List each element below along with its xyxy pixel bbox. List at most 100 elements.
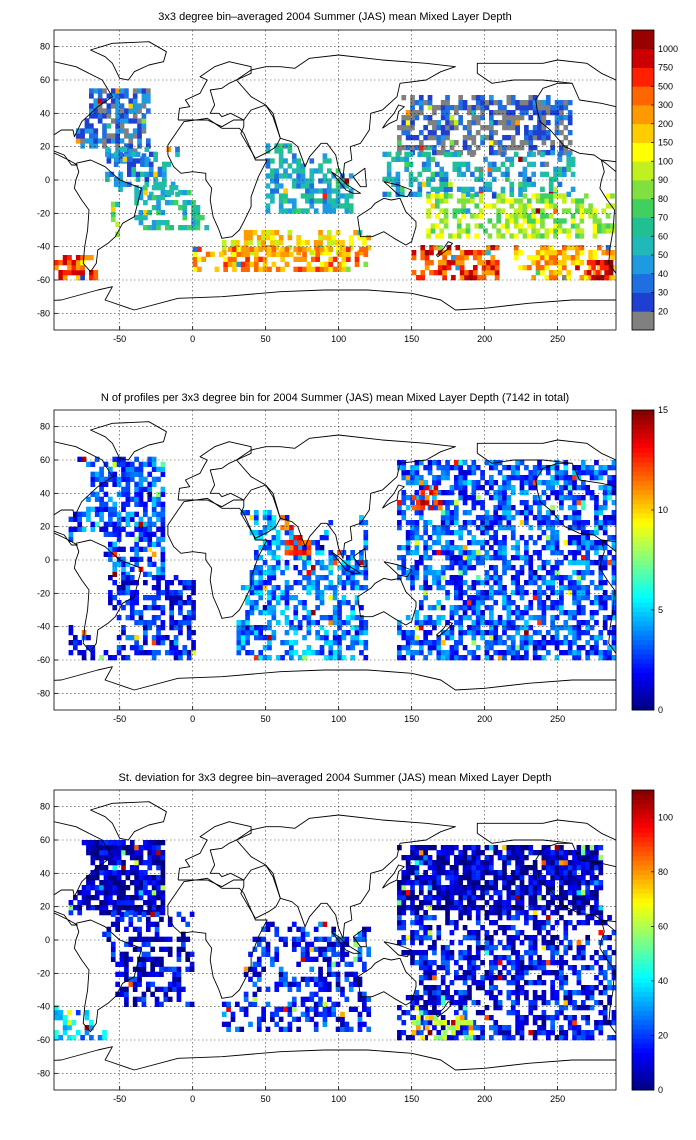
data-bin [68,625,74,631]
data-bin [274,1006,280,1012]
data-bin [544,203,550,209]
data-bin [252,981,258,987]
data-bin [253,605,259,611]
data-bin [502,535,507,541]
data-bin [480,505,485,511]
data-bin [540,270,545,276]
data-bin [156,496,161,502]
data-bin [191,615,196,621]
data-bin [475,590,481,596]
data-bin [143,620,148,626]
data-bin [319,625,325,631]
data-bin [449,850,455,856]
data-bin [256,1026,262,1032]
data-bin [442,270,447,276]
data-bin [151,600,157,606]
data-bin [436,850,442,856]
data-bin [550,590,555,596]
data-bin [129,476,135,482]
data-bin [302,266,307,272]
data-bin [151,855,157,861]
data-bin [559,145,564,151]
data-bin [471,900,477,906]
data-bin [293,615,299,621]
data-bin [489,480,494,486]
data-bin [458,655,464,661]
data-bin [113,181,119,187]
data-bin [436,120,442,126]
data-bin [462,860,468,866]
y-tick-label: -80 [37,688,50,698]
data-bin [289,530,294,536]
data-bin [164,585,170,591]
data-bin [156,595,161,601]
data-bin [124,986,129,992]
data-bin [563,145,569,151]
data-bin [541,655,547,661]
data-bin [496,198,501,204]
data-bin [456,198,462,204]
data-bin [90,526,96,532]
data-bin [267,590,272,596]
data-bin [151,561,157,567]
data-bin [137,103,142,109]
data-bin [112,905,118,911]
data-bin [337,600,342,606]
data-bin [489,520,494,526]
data-bin [575,198,580,204]
data-bin [462,470,468,476]
data-bin [137,123,142,129]
data-bin [249,246,255,252]
data-bin [297,535,303,541]
colorbar-segment [632,653,654,659]
data-bin [563,485,569,491]
data-bin [147,516,153,522]
data-bin [524,550,529,556]
data-bin [178,655,183,661]
data-bin [173,595,179,601]
data-bin [93,133,99,139]
data-bin [214,266,220,272]
data-bin [414,610,420,616]
data-bin [550,490,555,496]
data-bin [278,936,284,942]
data-bin [150,956,156,962]
data-bin [144,161,150,167]
data-bin [554,120,560,126]
data-bin [445,555,450,561]
data-bin [103,865,109,871]
data-bin [418,600,424,606]
data-bin [594,545,599,551]
data-bin [493,880,499,886]
data-bin [81,890,87,896]
data-bin [602,515,608,521]
data-bin [275,266,281,272]
colorbar-segment [632,67,654,87]
data-bin [147,845,153,851]
data-bin [554,530,560,536]
data-bin [410,655,415,661]
data-bin [75,128,81,134]
data-bin [585,520,591,526]
data-bin [258,570,264,576]
data-bin [386,176,392,182]
data-bin [528,880,534,886]
data-bin [489,515,494,521]
data-bin [602,565,608,571]
data-bin [576,545,582,551]
data-bin [156,205,161,211]
data-bin [607,485,612,491]
data-bin [278,163,284,169]
data-bin [240,620,246,626]
data-bin [156,855,161,861]
data-bin [413,191,418,197]
data-bin [465,186,471,192]
data-bin [84,123,90,129]
data-bin [405,615,411,621]
data-bin [611,465,617,471]
data-bin [607,615,612,621]
data-bin [205,251,211,257]
data-bin [532,615,538,621]
data-bin [598,485,604,491]
data-bin [137,981,142,987]
